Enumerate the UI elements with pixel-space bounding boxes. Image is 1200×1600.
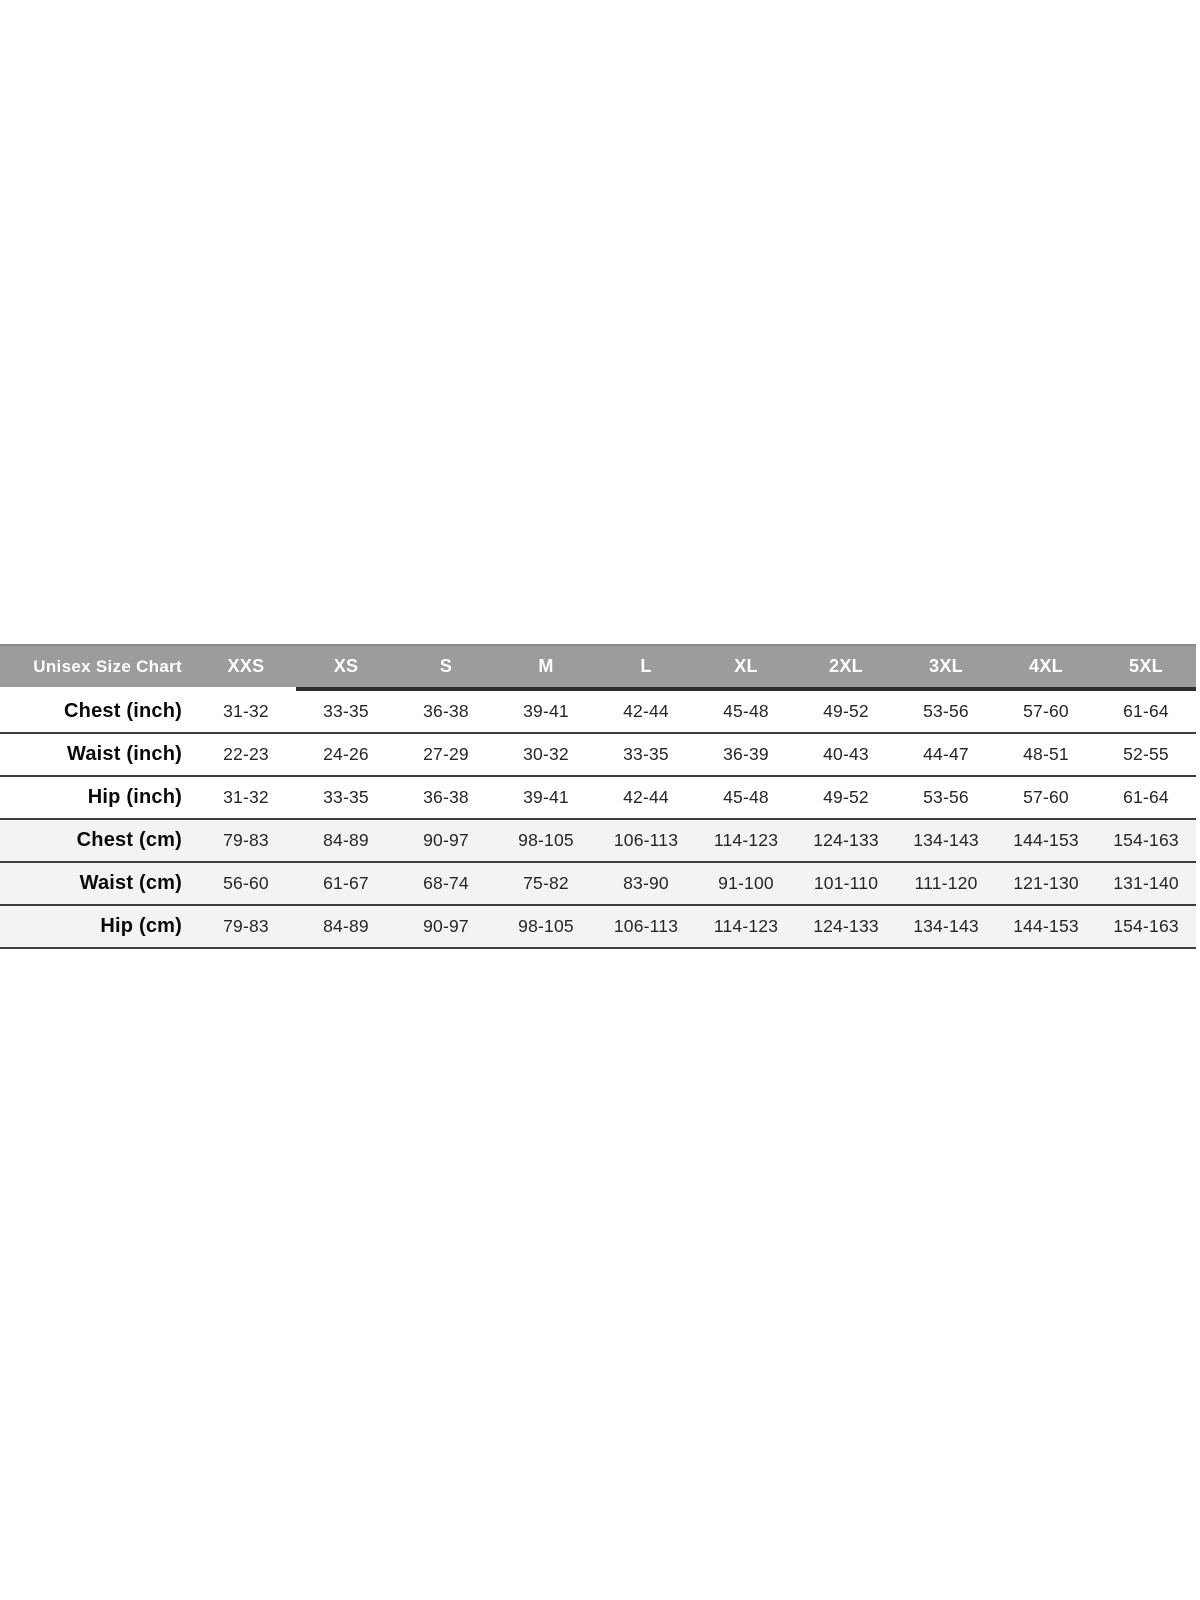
- size-chart-body: Chest (inch) 31-32 33-35 36-38 39-41 42-44 45-…: [0, 689, 1196, 949]
- size-value-cell: 61-67: [296, 862, 396, 906]
- size-header-row: Unisex Size Chart XXS XS S M L XL 2XL 3XL 4XL 5XL: [0, 644, 1196, 691]
- size-value-cell: 121-130: [996, 862, 1096, 906]
- size-value-cell: 101-110: [796, 862, 896, 906]
- size-value-cell: 45-48: [696, 776, 796, 820]
- column-header-3xl: 3XL: [896, 644, 996, 691]
- size-value-cell: 131-140: [1096, 862, 1196, 906]
- size-value-cell: 30-32: [496, 733, 596, 777]
- size-value-cell: 57-60: [996, 776, 1096, 820]
- size-value-cell: 84-89: [296, 819, 396, 863]
- size-value-cell: 49-52: [796, 776, 896, 820]
- row-label: Hip (cm): [0, 905, 196, 949]
- size-value-cell: 114-123: [696, 905, 796, 949]
- size-value-cell: 98-105: [496, 905, 596, 949]
- size-value-cell: 31-32: [196, 776, 296, 820]
- row-label: Waist (inch): [0, 733, 196, 777]
- size-value-cell: 134-143: [896, 905, 996, 949]
- row-label: Hip (inch): [0, 776, 196, 820]
- size-value-cell: 57-60: [996, 689, 1096, 734]
- size-value-cell: 79-83: [196, 905, 296, 949]
- size-value-cell: 106-113: [596, 819, 696, 863]
- column-header-s: S: [396, 644, 496, 691]
- size-value-cell: 106-113: [596, 905, 696, 949]
- size-value-cell: 61-64: [1096, 776, 1196, 820]
- size-value-cell: 39-41: [496, 776, 596, 820]
- size-value-cell: 24-26: [296, 733, 396, 777]
- row-label: Chest (cm): [0, 819, 196, 863]
- size-value-cell: 83-90: [596, 862, 696, 906]
- unisex-size-chart-table: Unisex Size Chart XXS XS S M L XL 2XL 3XL 4XL 5XL…: [0, 644, 1196, 949]
- size-value-cell: 33-35: [596, 733, 696, 777]
- size-value-cell: 42-44: [596, 689, 696, 734]
- size-value-cell: 27-29: [396, 733, 496, 777]
- size-value-cell: 53-56: [896, 776, 996, 820]
- size-value-cell: 144-153: [996, 905, 1096, 949]
- row-hip-inch: Hip (inch) 31-32 33-35 36-38 39-41 42-44 45-48…: [0, 776, 1196, 820]
- size-value-cell: 33-35: [296, 776, 396, 820]
- size-value-cell: 154-163: [1096, 905, 1196, 949]
- size-value-cell: 22-23: [196, 733, 296, 777]
- size-value-cell: 124-133: [796, 819, 896, 863]
- size-value-cell: 36-38: [396, 689, 496, 734]
- size-value-cell: 90-97: [396, 905, 496, 949]
- size-value-cell: 42-44: [596, 776, 696, 820]
- size-value-cell: 91-100: [696, 862, 796, 906]
- size-value-cell: 114-123: [696, 819, 796, 863]
- size-value-cell: 45-48: [696, 689, 796, 734]
- size-value-cell: 144-153: [996, 819, 1096, 863]
- size-value-cell: 49-52: [796, 689, 896, 734]
- chart-title: Unisex Size Chart: [0, 644, 196, 691]
- size-value-cell: 98-105: [496, 819, 596, 863]
- size-value-cell: 40-43: [796, 733, 896, 777]
- row-chest-cm: Chest (cm) 79-83 84-89 90-97 98-105 106-113 11…: [0, 819, 1196, 863]
- size-value-cell: 75-82: [496, 862, 596, 906]
- size-value-cell: 154-163: [1096, 819, 1196, 863]
- row-chest-inch: Chest (inch) 31-32 33-35 36-38 39-41 42-44 45-…: [0, 689, 1196, 734]
- column-header-m: M: [496, 644, 596, 691]
- row-label: Chest (inch): [0, 689, 196, 734]
- column-header-l: L: [596, 644, 696, 691]
- column-header-2xl: 2XL: [796, 644, 896, 691]
- row-label: Waist (cm): [0, 862, 196, 906]
- column-header-xl: XL: [696, 644, 796, 691]
- column-header-4xl: 4XL: [996, 644, 1096, 691]
- column-header-5xl: 5XL: [1096, 644, 1196, 691]
- size-chart-section: Unisex Size Chart XXS XS S M L XL 2XL 3XL 4XL 5XL…: [0, 644, 1196, 949]
- size-value-cell: 90-97: [396, 819, 496, 863]
- size-value-cell: 36-39: [696, 733, 796, 777]
- size-value-cell: 36-38: [396, 776, 496, 820]
- size-value-cell: 61-64: [1096, 689, 1196, 734]
- size-value-cell: 124-133: [796, 905, 896, 949]
- size-value-cell: 79-83: [196, 819, 296, 863]
- size-value-cell: 111-120: [896, 862, 996, 906]
- size-value-cell: 44-47: [896, 733, 996, 777]
- column-header-xs: XS: [296, 644, 396, 691]
- column-header-xxs: XXS: [196, 644, 296, 691]
- size-value-cell: 84-89: [296, 905, 396, 949]
- size-value-cell: 68-74: [396, 862, 496, 906]
- size-value-cell: 48-51: [996, 733, 1096, 777]
- size-value-cell: 56-60: [196, 862, 296, 906]
- row-waist-inch: Waist (inch) 22-23 24-26 27-29 30-32 33-35 36-…: [0, 733, 1196, 777]
- size-value-cell: 52-55: [1096, 733, 1196, 777]
- size-value-cell: 39-41: [496, 689, 596, 734]
- size-value-cell: 31-32: [196, 689, 296, 734]
- size-value-cell: 134-143: [896, 819, 996, 863]
- size-value-cell: 53-56: [896, 689, 996, 734]
- size-value-cell: 33-35: [296, 689, 396, 734]
- row-hip-cm: Hip (cm) 79-83 84-89 90-97 98-105 106-113 114-…: [0, 905, 1196, 949]
- row-waist-cm: Waist (cm) 56-60 61-67 68-74 75-82 83-90 91-10…: [0, 862, 1196, 906]
